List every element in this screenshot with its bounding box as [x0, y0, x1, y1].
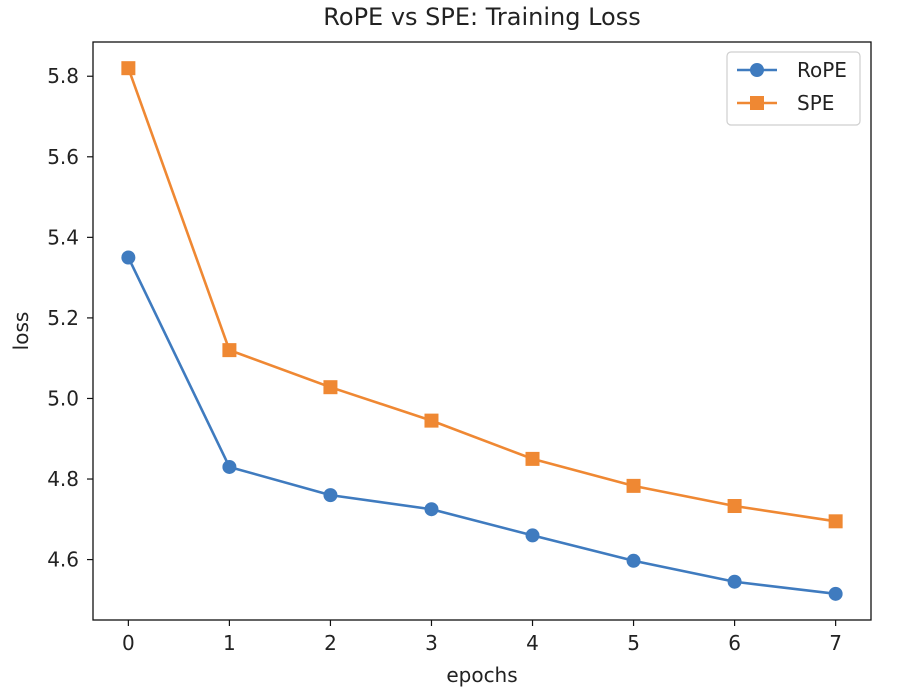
- data-point-rope: [828, 586, 843, 601]
- legend-label-rope: RoPE: [797, 58, 847, 82]
- data-point-rope: [727, 574, 742, 589]
- y-tick-label: 4.6: [47, 548, 79, 572]
- y-axis: 4.6 4.8 5.0 5.2 5.4 5.6 5.8: [47, 64, 93, 572]
- legend-marker-spe: [750, 96, 764, 110]
- x-tick-label: 3: [425, 631, 438, 655]
- data-point-rope: [525, 528, 540, 543]
- x-tick-label: 7: [829, 631, 842, 655]
- series-spe: [121, 61, 843, 529]
- legend-label-spe: SPE: [797, 91, 834, 115]
- y-tick-label: 5.0: [47, 386, 79, 410]
- series-line-rope: [127, 256, 837, 596]
- series-rope: [121, 250, 843, 601]
- data-point-rope: [222, 459, 237, 474]
- series-line-spe: [127, 66, 837, 523]
- data-point-rope: [626, 553, 641, 568]
- data-point-spe: [727, 499, 742, 514]
- x-tick-label: 1: [223, 631, 236, 655]
- plot-area: [92, 41, 872, 621]
- data-point-rope: [121, 250, 136, 265]
- data-point-spe: [626, 478, 641, 493]
- data-point-spe: [121, 61, 136, 76]
- y-tick-label: 5.2: [47, 306, 79, 330]
- y-tick-label: 5.4: [47, 225, 79, 249]
- x-tick-label: 2: [324, 631, 337, 655]
- legend: RoPE SPE: [726, 51, 861, 126]
- y-axis-title: loss: [9, 312, 33, 351]
- plot-frame: [92, 41, 872, 621]
- y-tick-label: 5.6: [47, 145, 79, 169]
- x-tick-label: 5: [627, 631, 640, 655]
- x-tick-label: 6: [728, 631, 741, 655]
- x-tick-label: 0: [122, 631, 135, 655]
- data-point-rope: [323, 488, 338, 503]
- data-point-spe: [222, 343, 237, 358]
- x-tick-label: 4: [526, 631, 539, 655]
- data-point-spe: [828, 514, 843, 529]
- chart-title: RoPE vs SPE: Training Loss: [323, 3, 640, 31]
- x-axis-title: epochs: [446, 663, 517, 687]
- data-point-spe: [424, 413, 439, 428]
- y-tick-label: 4.8: [47, 467, 79, 491]
- y-tick-label: 5.8: [47, 64, 79, 88]
- data-point-rope: [424, 502, 439, 517]
- series-layer: [121, 61, 843, 601]
- data-point-spe: [525, 451, 540, 466]
- x-axis: 0 1 2 3 4 5 6 7: [122, 620, 842, 655]
- legend-marker-rope: [750, 63, 764, 77]
- data-point-spe: [323, 380, 338, 395]
